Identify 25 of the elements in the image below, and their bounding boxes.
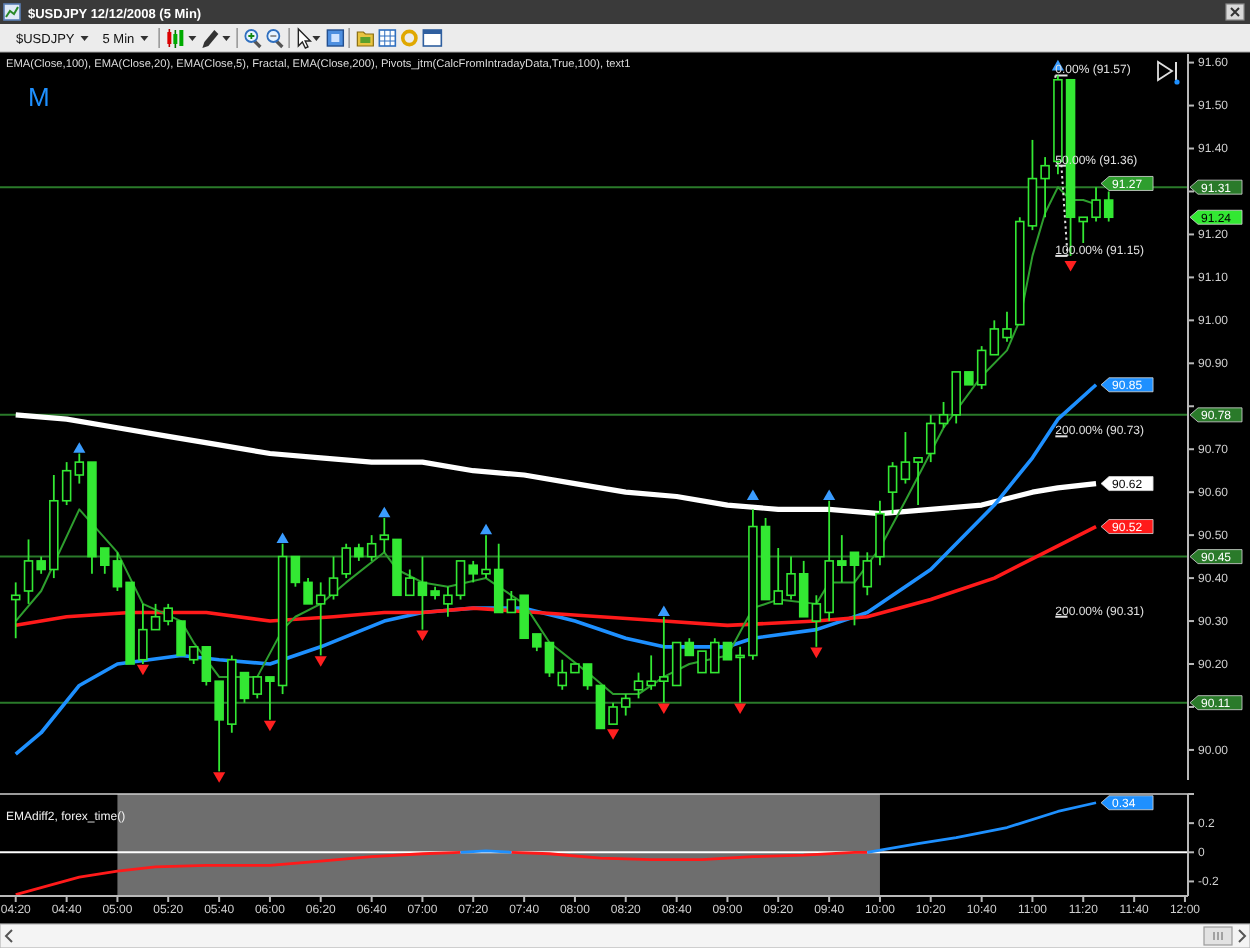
point [416,630,429,641]
point [276,532,289,543]
point [479,523,493,535]
point [314,656,327,667]
point [73,442,86,453]
annotation: M [28,82,50,112]
point [136,664,149,676]
point [606,729,620,740]
point [378,506,391,518]
point [263,720,277,732]
point [823,489,836,500]
point [810,647,823,659]
line-series [14,850,462,896]
candlestick [887,461,898,515]
line-series [865,801,1098,854]
point [657,703,670,714]
candlestick [925,413,936,464]
point [657,605,670,616]
candlestick [10,581,21,640]
point [213,772,226,783]
candlestick [328,555,339,601]
point [734,703,747,714]
candlestick [875,499,885,567]
candlestick [862,551,873,597]
point [746,489,759,500]
